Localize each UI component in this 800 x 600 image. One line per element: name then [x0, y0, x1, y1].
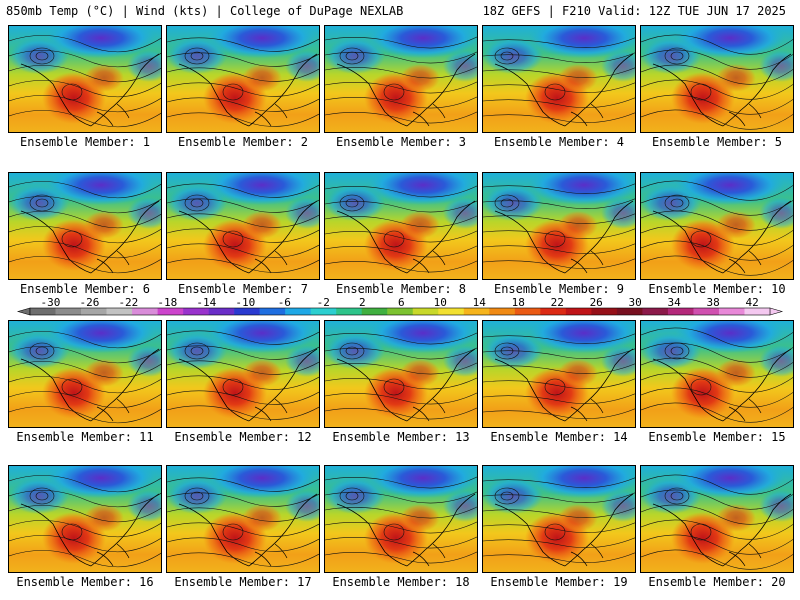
ensemble-map-panel	[640, 25, 794, 133]
colorbar-segment	[489, 308, 516, 315]
ensemble-map-panel	[640, 320, 794, 428]
colorbar-segment	[106, 308, 133, 315]
colorbar-tick-label: -22	[118, 298, 138, 309]
ensemble-member-label: Ensemble Member: 5	[651, 135, 783, 149]
ensemble-map-panel	[482, 465, 636, 573]
ensemble-map-panel	[482, 320, 636, 428]
ensemble-member-label: Ensemble Member: 20	[648, 575, 786, 589]
ensemble-member-label: Ensemble Member: 6	[19, 282, 151, 296]
ensemble-map-panel	[324, 25, 478, 133]
ensemble-map-panel	[8, 172, 162, 280]
colorbar-tick-label: -10	[235, 298, 255, 309]
ensemble-member-label: Ensemble Member: 7	[177, 282, 309, 296]
ensemble-member-label: Ensemble Member: 2	[177, 135, 309, 149]
colorbar-tick-label: 26	[590, 298, 603, 309]
colorbar-segment	[157, 308, 184, 315]
product-title: 850mb Temp (°C) | Wind (kts) | College o…	[6, 4, 404, 18]
colorbar-segment	[744, 308, 771, 315]
ensemble-member-label: Ensemble Member: 1	[19, 135, 151, 149]
ensemble-map-panel	[8, 465, 162, 573]
colorbar-segment	[463, 308, 490, 315]
colorbar-segment	[693, 308, 720, 315]
colorbar-tick-label: -14	[196, 298, 216, 309]
colorbar-segment	[361, 308, 388, 315]
colorbar-segment	[565, 308, 592, 315]
colorbar-segment	[285, 308, 311, 315]
ensemble-map-panel	[166, 320, 320, 428]
ensemble-map-panel	[324, 465, 478, 573]
ensemble-member-label: Ensemble Member: 11	[16, 430, 154, 444]
colorbar-tick-label: -18	[157, 298, 177, 309]
colorbar-tick-label: 18	[512, 298, 525, 309]
ensemble-map-panel	[324, 320, 478, 428]
colorbar-low-arrow	[16, 307, 31, 316]
colorbar-segment	[438, 308, 465, 315]
colorbar-segment	[208, 308, 235, 315]
colorbar-segment	[259, 308, 286, 315]
colorbar-segment	[183, 308, 209, 315]
ensemble-member-label: Ensemble Member: 16	[16, 575, 154, 589]
colorbar-segment	[234, 308, 260, 315]
colorbar-tick-label: 2	[359, 298, 366, 309]
ensemble-member-label: Ensemble Member: 8	[335, 282, 467, 296]
ensemble-member-label: Ensemble Member: 19	[490, 575, 628, 589]
model-run-title: 18Z GEFS | F210 Valid: 12Z TUE JUN 17 20…	[482, 4, 786, 18]
ensemble-member-label: Ensemble Member: 10	[648, 282, 786, 296]
ensemble-map-panel	[166, 25, 320, 133]
colorbar-outline	[29, 307, 771, 316]
ensemble-member-label: Ensemble Member: 18	[332, 575, 470, 589]
ensemble-member-label: Ensemble Member: 17	[174, 575, 312, 589]
colorbar-tick-label: 34	[668, 298, 682, 309]
colorbar-segment	[412, 308, 439, 315]
colorbar-tick-label: -30	[40, 298, 60, 309]
ensemble-map-panel	[482, 172, 636, 280]
header: 850mb Temp (°C) | Wind (kts) | College o…	[0, 0, 800, 22]
colorbar-segment	[591, 308, 618, 315]
temperature-colorbar: -30 -26 -22 -18 -14 -10 -6 -2 2 6 10 14 18 22 26 30 34 38…	[16, 298, 784, 316]
colorbar-tick-label: 10	[434, 298, 447, 309]
ensemble-map-panel	[640, 465, 794, 573]
ensemble-member-label: Ensemble Member: 15	[648, 430, 786, 444]
colorbar-segment	[30, 308, 56, 315]
colorbar-segment	[336, 308, 363, 315]
colorbar-segment	[642, 308, 669, 315]
ensemble-map-panel	[482, 25, 636, 133]
colorbar-segment	[387, 308, 414, 315]
ensemble-map-panel	[324, 172, 478, 280]
ensemble-member-label: Ensemble Member: 3	[335, 135, 467, 149]
colorbar-tick-label: 22	[551, 298, 564, 309]
ensemble-member-label: Ensemble Member: 4	[493, 135, 625, 149]
colorbar-tick-label: 38	[707, 298, 720, 309]
colorbar-segment	[310, 308, 337, 315]
colorbar-tick-label: 6	[398, 298, 405, 309]
colorbar-tick-label: -2	[317, 298, 330, 309]
ensemble-map-panel	[8, 25, 162, 133]
ensemble-map-panel	[166, 465, 320, 573]
colorbar-segment	[55, 308, 82, 315]
colorbar-segment	[667, 308, 694, 315]
colorbar-segment	[718, 308, 745, 315]
colorbar-high-arrow	[769, 307, 784, 316]
colorbar-segment	[540, 308, 567, 315]
colorbar-tick-label: 30	[629, 298, 642, 309]
ensemble-member-label: Ensemble Member: 13	[332, 430, 470, 444]
colorbar-tick-label: -26	[79, 298, 99, 309]
colorbar-segment	[616, 308, 643, 315]
colorbar-segment	[514, 308, 541, 315]
colorbar-segment	[132, 308, 158, 315]
colorbar-segment	[81, 308, 107, 315]
ensemble-member-label: Ensemble Member: 12	[174, 430, 312, 444]
colorbar-tick-label: 42	[746, 298, 759, 309]
colorbar-tick-label: -6	[278, 298, 291, 309]
ensemble-member-label: Ensemble Member: 9	[493, 282, 625, 296]
ensemble-map-panel	[640, 172, 794, 280]
ensemble-member-label: Ensemble Member: 14	[490, 430, 628, 444]
ensemble-map-panel	[166, 172, 320, 280]
ensemble-map-panel	[8, 320, 162, 428]
colorbar-tick-label: 14	[473, 298, 487, 309]
